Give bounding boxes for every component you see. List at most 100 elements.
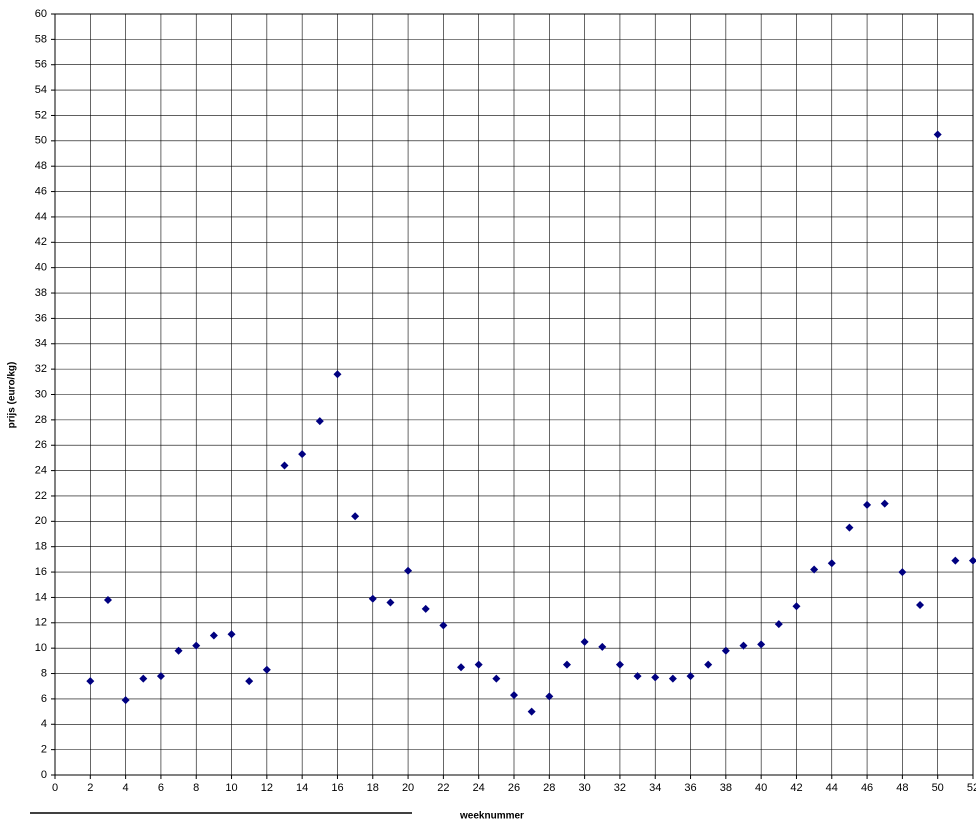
point (898, 568, 907, 577)
point (404, 566, 413, 575)
point (757, 640, 766, 649)
y-tick-label: 32 (35, 363, 47, 375)
x-tick-label: 26 (508, 782, 520, 794)
plot-border (54, 13, 974, 776)
point (810, 565, 819, 574)
y-tick-label: 14 (35, 591, 47, 603)
y-tick-label: 26 (35, 439, 47, 451)
point (86, 677, 95, 686)
y-axis-label: prijs (euro/kg) (7, 362, 18, 429)
y-tick-label: 18 (35, 541, 47, 553)
point (580, 637, 589, 646)
point (315, 417, 324, 426)
x-tick-label: 24 (473, 782, 485, 794)
point (298, 450, 307, 459)
y-tick-label: 42 (35, 236, 47, 248)
point (156, 672, 165, 681)
y-tick-label: 22 (35, 490, 47, 502)
point (739, 641, 748, 650)
point (510, 691, 518, 700)
point (192, 641, 201, 650)
point (121, 696, 130, 705)
point (209, 631, 218, 640)
point (792, 602, 801, 611)
x-tick-label: 44 (826, 782, 838, 794)
point (139, 674, 148, 683)
point (916, 601, 925, 610)
x-tick-label: 32 (614, 782, 626, 794)
point (227, 630, 236, 639)
x-tick-label: 28 (543, 782, 555, 794)
x-tick-label: 8 (193, 782, 199, 794)
point (527, 707, 536, 716)
point (351, 512, 360, 521)
y-tick-label: 46 (35, 185, 47, 197)
y-tick-label: 8 (41, 667, 47, 679)
y-tick-label: 34 (35, 338, 47, 350)
y-tick-label: 44 (35, 211, 47, 223)
point (863, 500, 872, 509)
x-tick-label: 40 (755, 782, 767, 794)
point (668, 674, 677, 683)
point (439, 621, 448, 630)
x-tick-label: 18 (367, 782, 379, 794)
x-tick-label: 2 (87, 782, 93, 794)
point (598, 642, 607, 651)
point (421, 604, 430, 613)
point (280, 461, 289, 470)
point (103, 595, 112, 604)
x-tick-label: 16 (331, 782, 343, 794)
x-tick-label: 12 (261, 782, 273, 794)
point (827, 559, 836, 568)
point (368, 594, 377, 603)
point (933, 130, 942, 139)
point (774, 620, 783, 629)
y-tick-label: 6 (41, 693, 47, 705)
point (951, 556, 960, 565)
x-tick-label: 42 (790, 782, 802, 794)
y-tick-label: 12 (35, 617, 47, 629)
y-tick-label: 28 (35, 414, 47, 426)
x-tick-label: 22 (437, 782, 449, 794)
x-tick-label: 46 (861, 782, 873, 794)
x-tick-label: 0 (52, 782, 58, 794)
point (969, 556, 976, 565)
point (386, 598, 395, 607)
point (474, 660, 483, 669)
y-tick-label: 0 (41, 769, 47, 781)
x-tick-label: 48 (896, 782, 908, 794)
point (262, 665, 271, 674)
point (333, 370, 342, 379)
y-tick-label: 16 (35, 566, 47, 578)
y-tick-label: 20 (35, 515, 47, 527)
y-tick-label: 60 (35, 8, 47, 20)
x-tick-label: 20 (402, 782, 414, 794)
x-tick-label: 38 (720, 782, 732, 794)
point (545, 692, 554, 701)
point (704, 660, 713, 669)
x-tick-label: 4 (123, 782, 129, 794)
x-tick-label: 14 (296, 782, 308, 794)
point (651, 673, 660, 682)
x-axis-label: weeknummer (459, 811, 524, 822)
x-tick-label: 36 (684, 782, 696, 794)
point (492, 674, 501, 683)
y-tick-label: 58 (35, 33, 47, 45)
point (174, 646, 183, 655)
y-tick-label: 30 (35, 388, 47, 400)
point (457, 663, 466, 672)
point (880, 499, 889, 508)
y-tick-label: 48 (35, 160, 47, 172)
point (845, 523, 854, 532)
point (686, 672, 695, 681)
y-tick-label: 10 (35, 642, 47, 654)
y-tick-label: 4 (41, 718, 47, 730)
y-tick-label: 36 (35, 312, 47, 324)
x-tick-label: 34 (649, 782, 661, 794)
y-tick-label: 56 (35, 59, 47, 71)
y-tick-label: 40 (35, 262, 47, 274)
y-tick-label: 38 (35, 287, 47, 299)
y-tick-label: 54 (35, 84, 47, 96)
y-tick-label: 2 (41, 744, 47, 756)
